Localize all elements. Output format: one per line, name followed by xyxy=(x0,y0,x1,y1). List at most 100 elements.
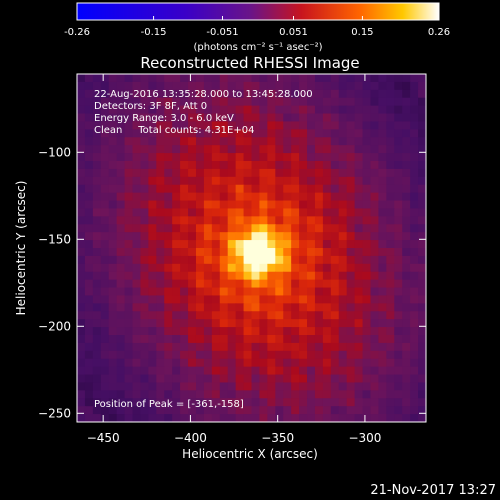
heatmap-cell xyxy=(227,414,237,422)
heatmap-cell xyxy=(251,224,261,233)
heatmap-cell xyxy=(410,327,419,336)
heatmap-cell xyxy=(275,255,284,265)
heatmap-cell xyxy=(283,248,292,257)
heatmap-cell xyxy=(283,168,292,178)
heatmap-cell xyxy=(227,366,237,376)
heatmap-cell xyxy=(307,240,316,249)
heatmap-cell xyxy=(203,295,213,304)
heatmap-cell xyxy=(156,232,165,241)
heatmap-cell xyxy=(235,137,245,146)
heatmap-cell xyxy=(283,145,292,154)
heatmap-cell xyxy=(100,287,110,297)
heatmap-cell xyxy=(116,97,126,107)
heatmap-cell xyxy=(370,398,380,407)
heatmap-cell xyxy=(394,319,403,328)
heatmap-cell xyxy=(299,81,308,91)
heatmap-cell xyxy=(132,311,142,320)
heatmap-cell xyxy=(291,374,300,384)
heatmap-cell xyxy=(330,105,340,115)
heatmap-cell xyxy=(148,279,157,289)
heatmap-cell xyxy=(386,406,395,415)
heatmap-cell xyxy=(346,303,356,312)
heatmap-cell xyxy=(172,176,181,186)
heatmap-cell xyxy=(211,248,221,257)
footer-timestamp: 21-Nov-2017 13:27 xyxy=(370,483,496,498)
heatmap-cell xyxy=(100,121,110,130)
heatmap-cell xyxy=(346,184,356,194)
heatmap-cell xyxy=(211,406,221,415)
heatmap-cell xyxy=(219,200,229,210)
heatmap-cell xyxy=(283,374,292,384)
heatmap-cell xyxy=(251,366,261,376)
heatmap-cell xyxy=(219,184,229,194)
heatmap-cell xyxy=(283,327,292,336)
heatmap-cell xyxy=(116,398,126,407)
heatmap-cell xyxy=(378,398,387,407)
heatmap-cell xyxy=(267,335,276,344)
heatmap-cell xyxy=(140,176,149,186)
heatmap-cell xyxy=(132,240,142,249)
heatmap-cell xyxy=(346,192,356,202)
heatmap-cell xyxy=(77,97,86,107)
heatmap-cell xyxy=(92,216,102,225)
heatmap-cell xyxy=(338,303,348,312)
heatmap-cell xyxy=(77,390,86,399)
heatmap-cell xyxy=(259,105,268,115)
heatmap-cell xyxy=(124,327,134,336)
heatmap-cell xyxy=(172,342,181,352)
heatmap-cell xyxy=(299,271,308,281)
heatmap-cell xyxy=(291,208,300,217)
heatmap-cell xyxy=(283,97,292,107)
heatmap-cell xyxy=(227,263,237,273)
heatmap-cell xyxy=(108,137,118,146)
heatmap-cell xyxy=(116,327,126,336)
heatmap-cell xyxy=(291,248,300,257)
heatmap-cell xyxy=(164,287,173,297)
heatmap-cell xyxy=(386,319,395,328)
heatmap-cell xyxy=(219,216,229,225)
heatmap-cell xyxy=(338,192,348,202)
heatmap-cell xyxy=(386,279,395,289)
heatmap-cell xyxy=(346,216,356,225)
heatmap-cell xyxy=(172,271,181,281)
heatmap-cell xyxy=(378,406,387,415)
heatmap-cell xyxy=(402,279,411,289)
heatmap-cell xyxy=(235,200,245,210)
heatmap-cell xyxy=(140,382,149,391)
heatmap-cell xyxy=(116,311,126,320)
heatmap-cell xyxy=(172,208,181,217)
heatmap-cell xyxy=(188,303,197,312)
heatmap-cell xyxy=(267,129,276,138)
heatmap-cell xyxy=(164,105,173,115)
heatmap-cell xyxy=(346,248,356,257)
heatmap-cell xyxy=(243,342,253,352)
heatmap-cell xyxy=(330,176,340,186)
heatmap-cell xyxy=(362,74,372,83)
heatmap-cell xyxy=(291,113,300,123)
heatmap-cell xyxy=(148,342,157,352)
heatmap-cell xyxy=(211,129,221,138)
heatmap-cell xyxy=(283,105,292,115)
heatmap-cell xyxy=(156,279,165,289)
heatmap-cell xyxy=(188,153,197,162)
heatmap-cell xyxy=(124,398,134,407)
heatmap-cell xyxy=(132,153,142,162)
heatmap-cell xyxy=(235,366,245,376)
heatmap-cell xyxy=(394,271,403,281)
heatmap-cell xyxy=(243,89,253,99)
heatmap-cell xyxy=(235,113,245,123)
heatmap-cell xyxy=(330,342,340,352)
heatmap-cell xyxy=(283,295,292,304)
heatmap-cell xyxy=(116,414,126,422)
heatmap-cell xyxy=(330,121,340,130)
heatmap-cell xyxy=(227,232,237,241)
heatmap-cell xyxy=(243,137,253,146)
heatmap-cell xyxy=(235,398,245,407)
heatmap-cell xyxy=(219,153,229,162)
heatmap-cell xyxy=(188,129,197,138)
heatmap-cell xyxy=(77,232,86,241)
heatmap-cell xyxy=(116,366,126,376)
heatmap-cell xyxy=(251,168,261,178)
heatmap-cell xyxy=(124,81,134,91)
heatmap-cell xyxy=(307,192,316,202)
